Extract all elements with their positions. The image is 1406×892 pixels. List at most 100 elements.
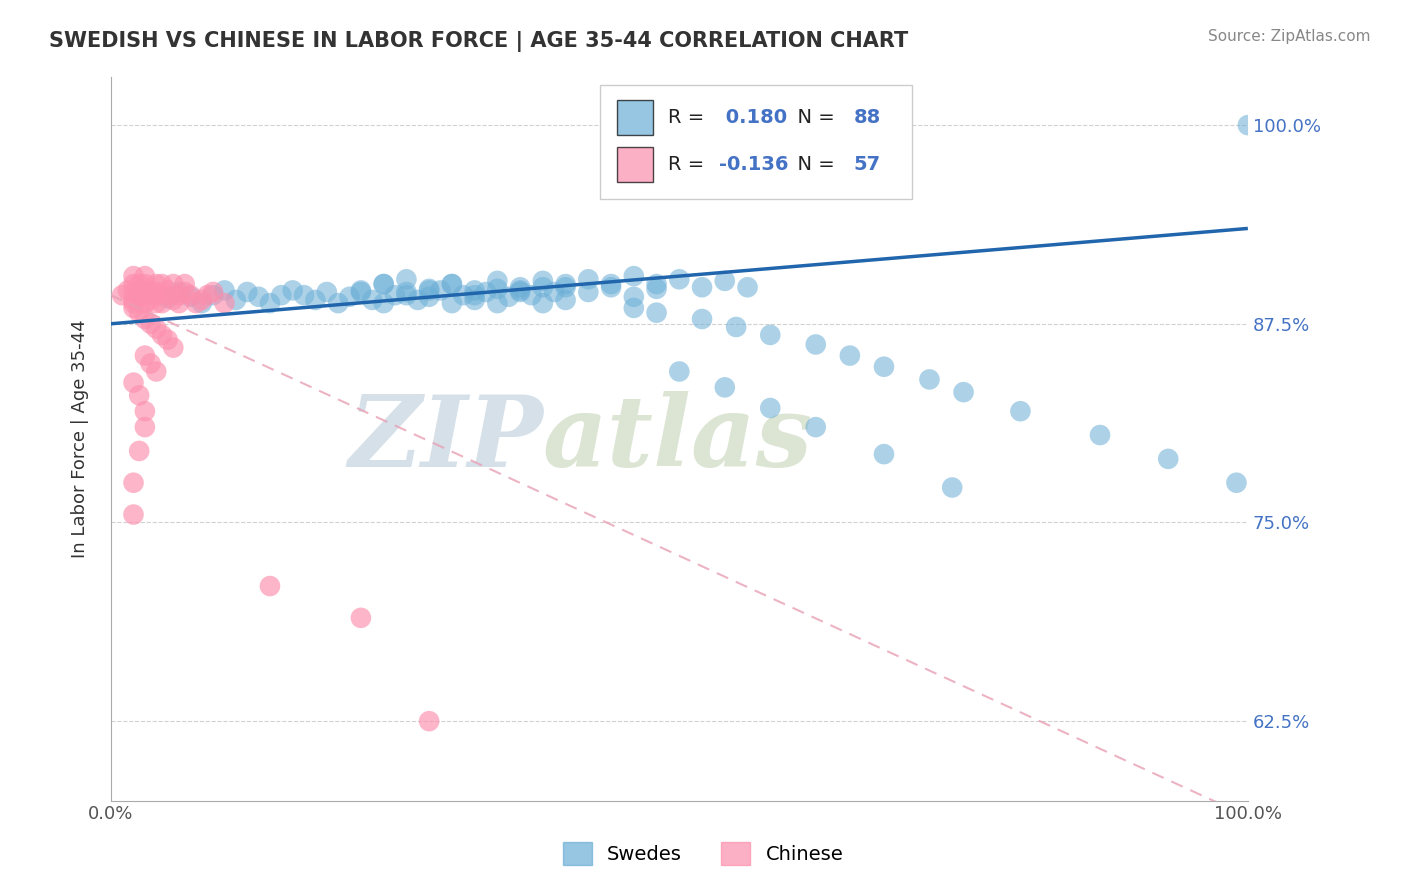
Text: SWEDISH VS CHINESE IN LABOR FORCE | AGE 35-44 CORRELATION CHART: SWEDISH VS CHINESE IN LABOR FORCE | AGE …	[49, 31, 908, 53]
Point	[554, 280, 576, 294]
Text: R =: R =	[668, 154, 710, 174]
Text: N =: N =	[785, 108, 841, 127]
Point	[134, 349, 156, 363]
Point	[139, 285, 162, 299]
Point	[350, 285, 373, 299]
Point	[1010, 404, 1032, 418]
Text: atlas: atlas	[543, 391, 813, 487]
Point	[373, 296, 395, 310]
Point	[122, 277, 145, 291]
Point	[645, 306, 668, 320]
Point	[1225, 475, 1247, 490]
Point	[350, 284, 373, 298]
Point	[725, 320, 748, 334]
Point	[167, 285, 190, 299]
Point	[122, 269, 145, 284]
Point	[440, 296, 463, 310]
Point	[197, 288, 219, 302]
Point	[281, 284, 304, 298]
Text: N =: N =	[785, 154, 841, 174]
Point	[167, 296, 190, 310]
Point	[122, 376, 145, 390]
Point	[173, 285, 195, 299]
Point	[509, 284, 531, 298]
Point	[600, 277, 623, 291]
Point	[941, 481, 963, 495]
Point	[451, 288, 474, 302]
Point	[122, 293, 145, 307]
Text: Source: ZipAtlas.com: Source: ZipAtlas.com	[1208, 29, 1371, 44]
Point	[1157, 451, 1180, 466]
Point	[668, 272, 690, 286]
Point	[464, 293, 486, 307]
Point	[122, 296, 145, 310]
Point	[128, 388, 150, 402]
FancyBboxPatch shape	[617, 100, 654, 135]
Point	[150, 296, 173, 310]
Point	[645, 282, 668, 296]
Point	[184, 296, 207, 310]
Legend: Swedes, Chinese: Swedes, Chinese	[553, 832, 853, 875]
Point	[202, 288, 225, 302]
Point	[475, 285, 498, 299]
Point	[395, 288, 418, 302]
Point	[498, 290, 520, 304]
Point	[145, 288, 167, 302]
Point	[486, 296, 509, 310]
Point	[139, 357, 162, 371]
Point	[600, 280, 623, 294]
Point	[145, 277, 167, 291]
Point	[225, 293, 247, 307]
FancyBboxPatch shape	[600, 85, 912, 199]
Point	[543, 285, 565, 299]
Point	[713, 274, 735, 288]
Text: -0.136: -0.136	[718, 154, 789, 174]
Point	[623, 290, 645, 304]
Point	[214, 284, 236, 298]
Point	[838, 349, 860, 363]
Point	[134, 277, 156, 291]
Point	[270, 288, 292, 302]
FancyBboxPatch shape	[617, 147, 654, 182]
Point	[873, 447, 896, 461]
Text: 0.180: 0.180	[718, 108, 787, 127]
Point	[520, 288, 543, 302]
Point	[350, 611, 373, 625]
Point	[134, 285, 156, 299]
Point	[873, 359, 896, 374]
Point	[1237, 118, 1260, 132]
Text: R =: R =	[668, 108, 710, 127]
Point	[247, 290, 270, 304]
Point	[554, 277, 576, 291]
Point	[134, 288, 156, 302]
Point	[918, 372, 941, 386]
Point	[384, 288, 406, 302]
Point	[128, 277, 150, 291]
Point	[531, 280, 554, 294]
Point	[162, 341, 184, 355]
Point	[418, 284, 440, 298]
Point	[292, 288, 315, 302]
Point	[509, 280, 531, 294]
Point	[509, 285, 531, 299]
Point	[167, 288, 190, 302]
Point	[156, 288, 179, 302]
Point	[134, 404, 156, 418]
Point	[464, 288, 486, 302]
Point	[623, 301, 645, 315]
Point	[418, 714, 440, 728]
Point	[190, 293, 212, 307]
Point	[952, 385, 974, 400]
Point	[645, 277, 668, 291]
Point	[156, 333, 179, 347]
Point	[440, 277, 463, 291]
Point	[162, 293, 184, 307]
Text: 88: 88	[853, 108, 880, 127]
Point	[406, 293, 429, 307]
Point	[145, 321, 167, 335]
Point	[315, 285, 337, 299]
Point	[429, 284, 451, 298]
Point	[236, 285, 259, 299]
Point	[804, 337, 827, 351]
Point	[464, 284, 486, 298]
